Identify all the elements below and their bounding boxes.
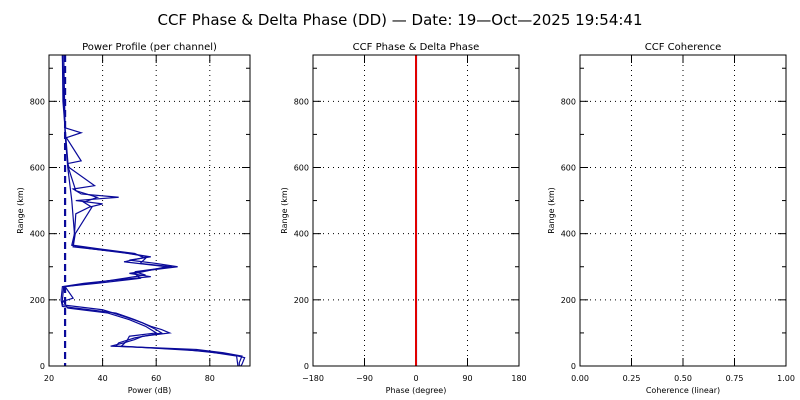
plot-frame — [312, 54, 520, 367]
y-tick-label: 200 — [561, 296, 576, 305]
x-tick-label: 0.50 — [674, 374, 692, 383]
x-tick-label: 20 — [44, 374, 54, 383]
y-tick-label: 400 — [30, 230, 45, 239]
y-tick-label: 0 — [571, 362, 576, 371]
panel-3: CCF Coherence 0.00 0.25 0.50 0.75 1.00 0 200 400… — [547, 42, 795, 395]
x-axis-label: Power (dB) — [128, 386, 172, 395]
panel-title: CCF Coherence — [645, 42, 722, 53]
panel-title: Power Profile (per channel) — [82, 42, 217, 53]
y-tick-label: 600 — [561, 163, 576, 172]
x-tick-label: 90 — [462, 374, 472, 383]
x-tick-label: 0 — [413, 374, 418, 383]
y-tick-label: 400 — [561, 230, 576, 239]
x-tick-label: 1.00 — [777, 374, 795, 383]
y-axis-label: Range (km) — [547, 187, 556, 234]
x-tick-label: −180 — [302, 374, 324, 383]
panel-title: CCF Phase & Delta Phase — [353, 42, 480, 53]
x-axis-label: Coherence (linear) — [646, 386, 720, 395]
y-tick-label: 800 — [30, 97, 45, 106]
x-tick-label: 40 — [98, 374, 108, 383]
y-tick-label: 600 — [30, 163, 45, 172]
figure-title: CCF Phase & Delta Phase (DD) — Date: 19—… — [157, 11, 642, 29]
y-tick-label: 800 — [561, 97, 576, 106]
x-tick-label: 0.00 — [571, 374, 589, 383]
y-tick-label: 200 — [30, 296, 45, 305]
panel-1: Power Profile (per channel)20 40 60 8002004… — [16, 42, 251, 395]
x-tick-label: 80 — [205, 374, 215, 383]
y-tick-label: 0 — [40, 362, 45, 371]
x-tick-label: 0.25 — [623, 374, 641, 383]
x-tick-label: 0.75 — [726, 374, 744, 383]
x-tick-label: 180 — [511, 374, 526, 383]
panel-2: CCF Phase & Delta Phase −180 −90 0 90 180 0 200… — [280, 42, 527, 395]
y-tick-label: 600 — [294, 163, 309, 172]
y-axis-label: Range (km) — [16, 187, 25, 234]
y-tick-label: 800 — [294, 97, 309, 106]
y-tick-label: 400 — [294, 230, 309, 239]
plot-frame — [579, 54, 787, 367]
y-axis-label: Range (km) — [280, 187, 289, 234]
profile-line-channel-main — [60, 54, 243, 366]
x-tick-label: 60 — [151, 374, 161, 383]
x-tick-label: −90 — [356, 374, 373, 383]
x-axis-label: Phase (degree) — [386, 386, 447, 395]
plot-frame — [48, 54, 251, 367]
profile-line-channel-3 — [61, 54, 239, 367]
y-tick-label: 0 — [304, 362, 309, 371]
y-tick-label: 200 — [294, 296, 309, 305]
